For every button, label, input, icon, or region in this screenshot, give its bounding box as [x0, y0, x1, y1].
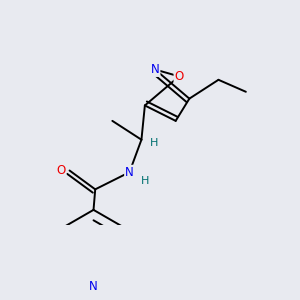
Text: H: H — [141, 176, 149, 186]
Text: N: N — [125, 166, 134, 179]
Text: O: O — [56, 164, 66, 177]
Text: N: N — [151, 63, 160, 76]
Text: O: O — [175, 70, 184, 83]
Text: H: H — [150, 138, 159, 148]
Text: N: N — [89, 280, 98, 293]
